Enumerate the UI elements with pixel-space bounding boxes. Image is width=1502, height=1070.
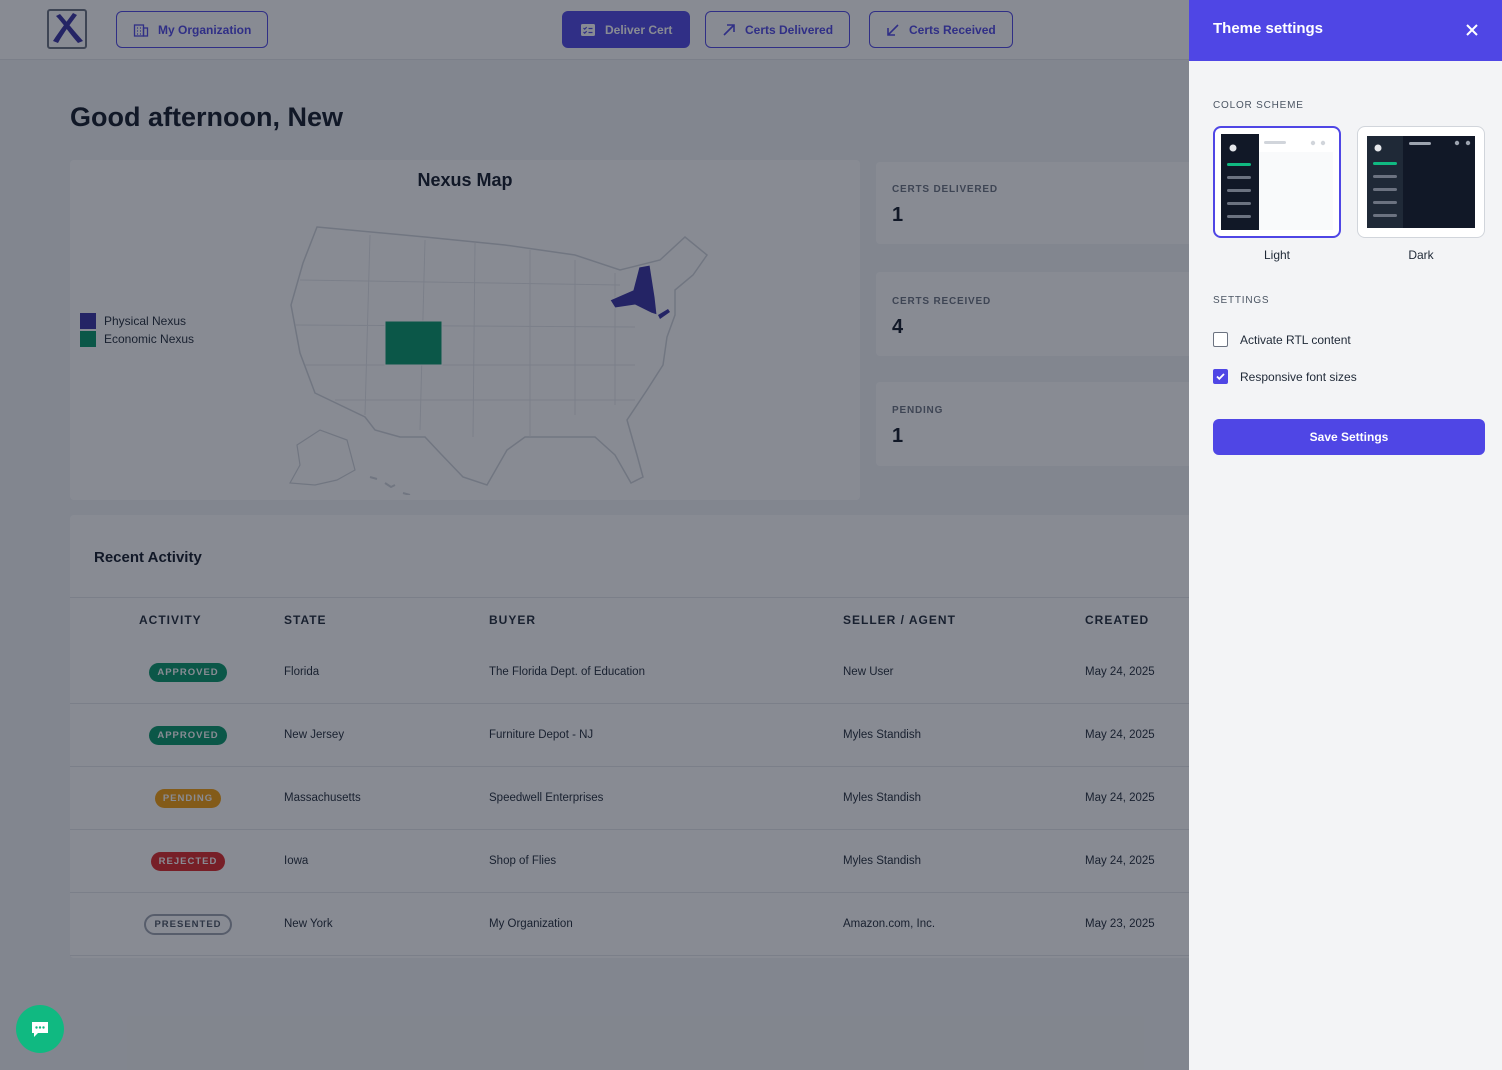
scheme-option-light[interactable]	[1213, 126, 1341, 238]
chat-icon	[32, 1022, 48, 1037]
checkmark-icon	[1216, 373, 1225, 381]
light-preview-icon	[1221, 134, 1333, 230]
theme-settings-panel: Theme settings COLOR SCHEME Light	[1189, 0, 1502, 1070]
rtl-checkbox[interactable]	[1213, 332, 1228, 347]
dark-preview-icon	[1367, 136, 1475, 228]
save-settings-button[interactable]: Save Settings	[1213, 419, 1485, 455]
responsive-font-setting[interactable]: Responsive font sizes	[1213, 369, 1357, 384]
scheme-option-dark[interactable]	[1357, 126, 1485, 238]
panel-title: Theme settings	[1213, 20, 1324, 37]
rtl-label: Activate RTL content	[1240, 332, 1351, 347]
scheme-name-light: Light	[1263, 248, 1291, 262]
chat-button[interactable]	[16, 1005, 64, 1053]
close-icon	[1466, 24, 1478, 36]
responsive-font-label: Responsive font sizes	[1240, 369, 1357, 384]
modal-backdrop[interactable]	[0, 0, 1189, 1070]
responsive-font-checkbox[interactable]	[1213, 369, 1228, 384]
close-button[interactable]	[1461, 19, 1483, 41]
color-scheme-label: COLOR SCHEME	[1213, 100, 1304, 111]
settings-label: SETTINGS	[1213, 295, 1270, 306]
scheme-name-dark: Dark	[1408, 248, 1434, 262]
panel-header: Theme settings	[1189, 0, 1502, 61]
rtl-setting[interactable]: Activate RTL content	[1213, 332, 1351, 347]
